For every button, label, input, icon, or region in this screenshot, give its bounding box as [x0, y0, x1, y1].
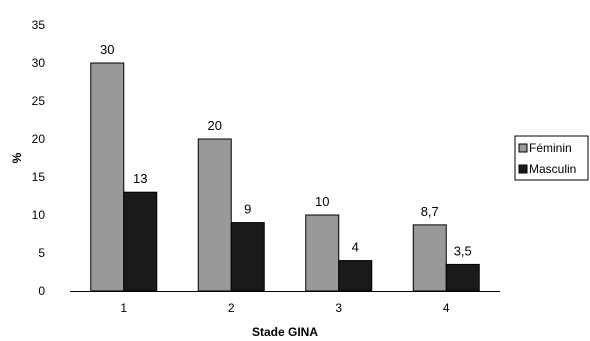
data-label: 10	[315, 194, 329, 209]
x-tick-label: 1	[120, 301, 127, 315]
y-tick-label: 20	[32, 132, 46, 146]
y-axis-title: %	[10, 152, 24, 163]
bar-feminin-4	[412, 224, 447, 292]
y-tick-label: 10	[32, 208, 46, 222]
legend: Féminin Masculin	[514, 135, 589, 181]
bars	[90, 62, 480, 292]
data-label: 30	[100, 42, 114, 57]
bar-feminin-1	[90, 62, 125, 292]
y-tick-label: 35	[32, 18, 46, 32]
bar-masculin-3	[338, 260, 373, 292]
data-label: 8,7	[421, 204, 439, 219]
y-tick-label: 5	[38, 246, 45, 260]
data-label: 3,5	[454, 243, 472, 258]
bar-feminin-2	[197, 138, 232, 292]
bar-masculin-1	[123, 191, 158, 292]
y-tick-label: 0	[38, 284, 45, 298]
x-axis-ticks: 1 2 3 4	[120, 301, 450, 315]
data-label: 9	[244, 202, 251, 217]
legend-label: Masculin	[529, 162, 576, 176]
x-tick-label: 4	[443, 301, 450, 315]
bar-masculin-2	[230, 222, 265, 292]
data-label: 13	[133, 171, 147, 186]
y-axis-ticks: 0 5 10 15 20 25 30 35	[32, 18, 46, 298]
y-tick-label: 15	[32, 170, 46, 184]
y-tick-label: 25	[32, 94, 46, 108]
data-label: 20	[208, 118, 222, 133]
legend-label: Féminin	[529, 141, 572, 155]
data-labels: 30 13 20 9 10 4 8,7 3,5	[100, 42, 472, 258]
legend-swatch	[518, 143, 528, 153]
bar-masculin-4	[445, 263, 480, 292]
x-axis-title: Stade GINA	[252, 325, 318, 339]
bar-feminin-3	[305, 214, 340, 292]
data-label: 4	[352, 240, 359, 255]
x-tick-label: 2	[228, 301, 235, 315]
y-tick-label: 30	[32, 56, 46, 70]
legend-swatch	[518, 164, 528, 174]
x-tick-label: 3	[335, 301, 342, 315]
